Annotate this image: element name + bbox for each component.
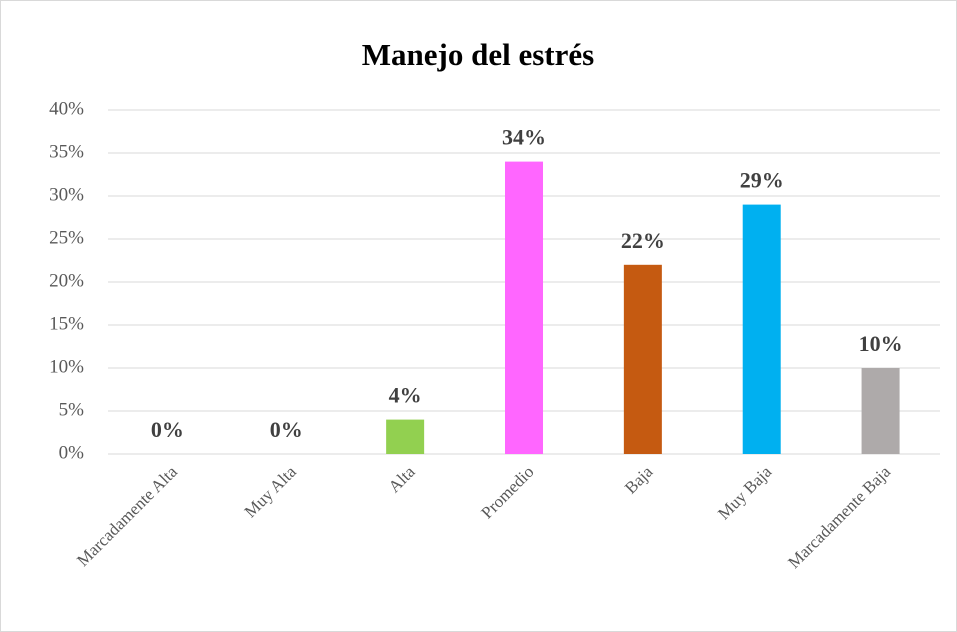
- data-label: 0%: [151, 417, 184, 442]
- data-label: 22%: [621, 228, 665, 253]
- data-label: 10%: [859, 331, 903, 356]
- y-tick-label: 40%: [49, 98, 84, 119]
- bar: [386, 419, 425, 454]
- data-label: 0%: [270, 417, 303, 442]
- data-label: 4%: [389, 383, 422, 408]
- data-label: 34%: [502, 125, 546, 150]
- y-tick-label: 15%: [49, 313, 84, 334]
- bar: [505, 161, 543, 454]
- y-tick-label: 20%: [49, 270, 84, 291]
- bar: [861, 368, 900, 454]
- data-label: 29%: [740, 168, 784, 193]
- bar: [742, 204, 781, 454]
- bar: [623, 264, 662, 454]
- y-tick-label: 10%: [49, 356, 84, 377]
- chart-title: Manejo del estrés: [362, 37, 594, 72]
- y-tick-label: 5%: [59, 399, 85, 420]
- y-tick-label: 35%: [49, 141, 84, 162]
- y-tick-label: 25%: [49, 227, 84, 248]
- y-tick-label: 0%: [59, 442, 85, 463]
- y-tick-label: 30%: [49, 184, 84, 205]
